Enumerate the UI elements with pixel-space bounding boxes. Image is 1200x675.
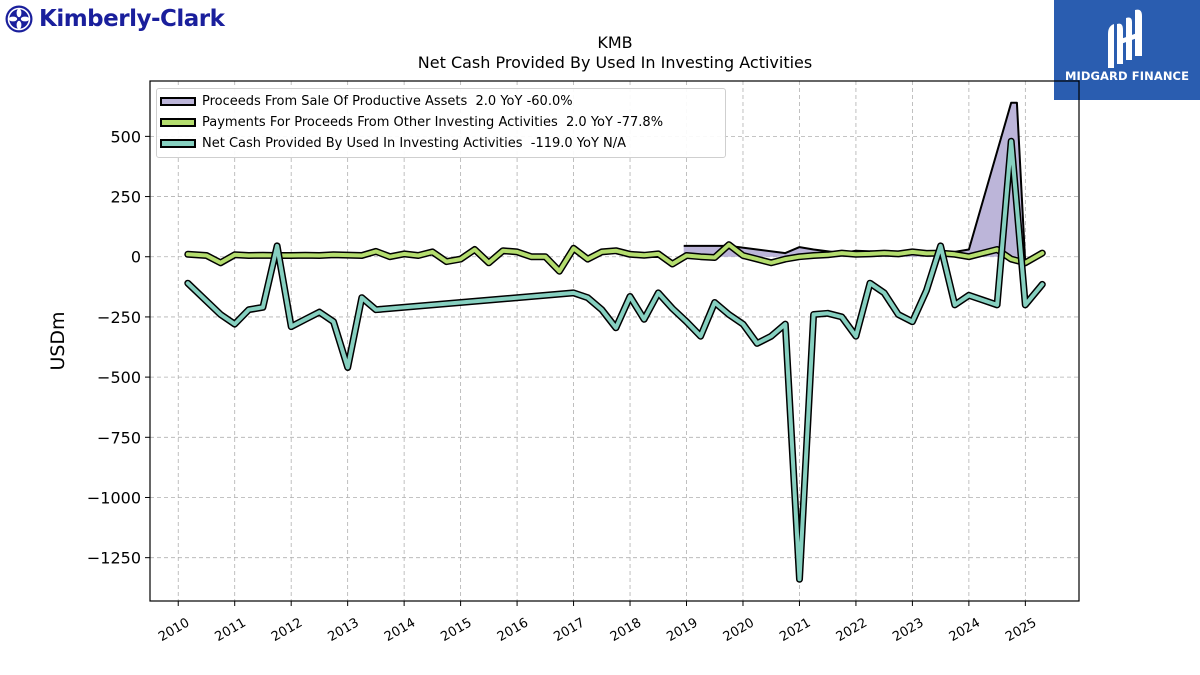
legend-item-payments: Payments For Proceeds From Other Investi… — [157, 113, 663, 131]
legend-item-net-cash: Net Cash Provided By Used In Investing A… — [157, 134, 626, 152]
legend: Proceeds From Sale Of Productive Assets … — [156, 88, 726, 158]
x-tick-label: 2015 — [438, 615, 474, 645]
x-tick-label: 2011 — [213, 615, 249, 645]
series-line-net-cash — [185, 139, 1045, 582]
legend-label-net-cash: Net Cash Provided By Used In Investing A… — [202, 135, 627, 151]
y-tick-label: 0 — [131, 248, 141, 267]
kimberly-clark-logo: Kimberly-Clark — [4, 3, 225, 35]
midgard-finance-logo: MIDGARD FINANCE — [1054, 0, 1200, 100]
x-tick-label: 2018 — [608, 615, 644, 645]
chart-subtitle: Net Cash Provided By Used In Investing A… — [418, 53, 812, 72]
y-tick-label: −250 — [97, 308, 141, 327]
x-tick-label: 2025 — [1003, 615, 1039, 645]
y-tick-label: −1250 — [87, 549, 141, 568]
series-area-proceeds — [683, 102, 1026, 264]
x-tick-label: 2020 — [721, 615, 757, 645]
x-tick-label: 2012 — [269, 615, 305, 645]
y-tick-label: 250 — [110, 188, 141, 207]
grid-lines — [150, 81, 1079, 601]
x-tick-label: 2017 — [551, 615, 587, 645]
x-tick-label: 2010 — [156, 615, 192, 645]
x-tick-label: 2023 — [890, 615, 926, 645]
x-tick-label: 2024 — [947, 615, 983, 645]
kimberly-clark-wordmark: Kimberly-Clark — [39, 6, 225, 32]
legend-item-proceeds: Proceeds From Sale Of Productive Assets … — [157, 92, 573, 110]
x-tick-label: 2019 — [664, 615, 700, 645]
y-tick-label: −1000 — [87, 488, 141, 507]
legend-swatch-net-cash — [160, 138, 196, 148]
series-outline-payments — [184, 241, 1046, 275]
series-layer — [184, 101, 1046, 583]
y-tick-label: −750 — [97, 428, 141, 447]
x-tick-label: 2016 — [495, 615, 531, 645]
y-tick-label: 500 — [110, 127, 141, 146]
midgard-finance-emblem-icon — [1108, 9, 1142, 68]
x-tick-label: 2013 — [325, 615, 361, 645]
chart-title: KMB — [597, 33, 632, 52]
series-line-payments — [185, 242, 1045, 274]
x-axis: 2010 2011 2012 2013 2014 2015 2016 2017 2018 2019… — [156, 601, 1039, 645]
midgard-finance-wordmark: MIDGARD FINANCE — [1064, 69, 1190, 83]
x-tick-label: 2021 — [777, 615, 813, 645]
series-outline-net-cash — [184, 137, 1046, 583]
x-tick-label: 2022 — [834, 615, 870, 645]
x-tick-label: 2014 — [382, 615, 418, 645]
plot-frame — [149, 80, 1080, 602]
legend-swatch-proceeds — [160, 96, 196, 106]
y-tick-label: −500 — [97, 368, 141, 387]
legend-label-payments: Payments For Proceeds From Other Investi… — [202, 114, 664, 130]
kimberly-clark-emblem-icon — [5, 5, 33, 33]
legend-label-proceeds: Proceeds From Sale Of Productive Assets … — [202, 93, 573, 109]
y-axis: 500 250 0 −250 −500 −750 −1000 −1250 — [87, 127, 150, 568]
y-axis-label: USDm — [47, 311, 69, 370]
legend-swatch-payments — [160, 117, 196, 127]
